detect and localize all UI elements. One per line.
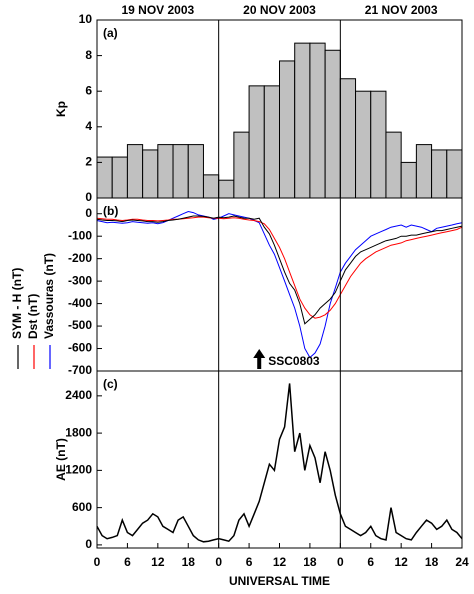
bar — [309, 42, 326, 199]
annotation-arrow — [253, 349, 266, 369]
y-tick-label: -600 — [68, 341, 92, 355]
data-line — [96, 383, 463, 543]
x-tick-label: 6 — [124, 555, 131, 569]
data-line — [96, 216, 463, 319]
bar — [385, 131, 402, 199]
bar — [279, 60, 296, 199]
y-tick-label: 600 — [72, 500, 92, 514]
bar — [142, 149, 159, 199]
bar — [446, 149, 463, 199]
bar — [233, 131, 250, 199]
x-axis-label: UNIVERSAL TIME — [229, 574, 330, 588]
annotation-text: SSC0803 — [268, 354, 320, 368]
x-tick-label: 18 — [303, 555, 317, 569]
data-line — [96, 215, 463, 325]
x-tick-label: 18 — [182, 555, 196, 569]
bar — [157, 144, 174, 199]
bar — [355, 90, 372, 199]
bar — [187, 144, 204, 199]
panel-label: (a) — [103, 26, 118, 40]
y-axis-label: Kp — [54, 101, 68, 117]
bar — [370, 90, 387, 199]
bar — [96, 156, 113, 199]
legend-label: Dst (nT) — [26, 294, 40, 339]
y-tick-label: 1800 — [65, 425, 92, 439]
x-tick-label: 0 — [215, 555, 222, 569]
y-tick-label: 10 — [79, 12, 93, 26]
y-tick-label: -500 — [68, 318, 92, 332]
bar — [126, 144, 144, 199]
bar — [324, 49, 341, 199]
bar — [172, 144, 189, 199]
x-tick-label: 6 — [246, 555, 253, 569]
y-tick-label: -300 — [68, 273, 92, 287]
x-tick-label: 12 — [151, 555, 165, 569]
y-tick-label: 6 — [85, 83, 92, 97]
y-tick-label: 8 — [85, 48, 92, 62]
bar — [400, 161, 417, 199]
panel-frame — [96, 197, 463, 372]
bar — [248, 85, 265, 199]
y-tick-label: 2 — [85, 155, 92, 169]
day-label: 21 NOV 2003 — [365, 3, 438, 17]
bar — [202, 174, 220, 199]
y-tick-label: 0 — [85, 190, 92, 204]
legend-label: Vassouras (nT) — [42, 253, 56, 339]
y-tick-label: 0 — [85, 206, 92, 220]
data-line — [96, 210, 463, 359]
x-tick-label: 24 — [455, 555, 469, 569]
x-tick-label: 12 — [394, 555, 408, 569]
x-tick-label: 0 — [337, 555, 344, 569]
y-tick-label: 4 — [85, 119, 92, 133]
panel-label: (b) — [103, 204, 118, 218]
x-tick-label: 0 — [94, 555, 101, 569]
bar — [294, 42, 311, 199]
bar — [339, 78, 357, 199]
y-axis-label: AE (nT) — [54, 438, 68, 481]
bar — [263, 85, 280, 199]
x-tick-label: 12 — [273, 555, 287, 569]
bar — [111, 156, 128, 199]
y-tick-label: -400 — [68, 296, 92, 310]
day-label: 20 NOV 2003 — [243, 3, 316, 17]
panel-label: (c) — [103, 377, 118, 391]
y-tick-label: -700 — [68, 363, 92, 377]
bar — [218, 179, 235, 199]
day-label: 19 NOV 2003 — [121, 3, 194, 17]
bar — [431, 149, 448, 199]
y-tick-label: -100 — [68, 228, 92, 242]
y-tick-label: 0 — [85, 537, 92, 551]
y-tick-label: 1200 — [65, 463, 92, 477]
bar — [415, 144, 433, 199]
y-tick-label: 2400 — [65, 388, 92, 402]
panel-frame — [96, 370, 463, 549]
x-tick-label: 6 — [367, 555, 374, 569]
x-tick-label: 18 — [425, 555, 439, 569]
y-tick-label: -200 — [68, 251, 92, 265]
legend-label: SYM - H (nT) — [10, 268, 24, 339]
